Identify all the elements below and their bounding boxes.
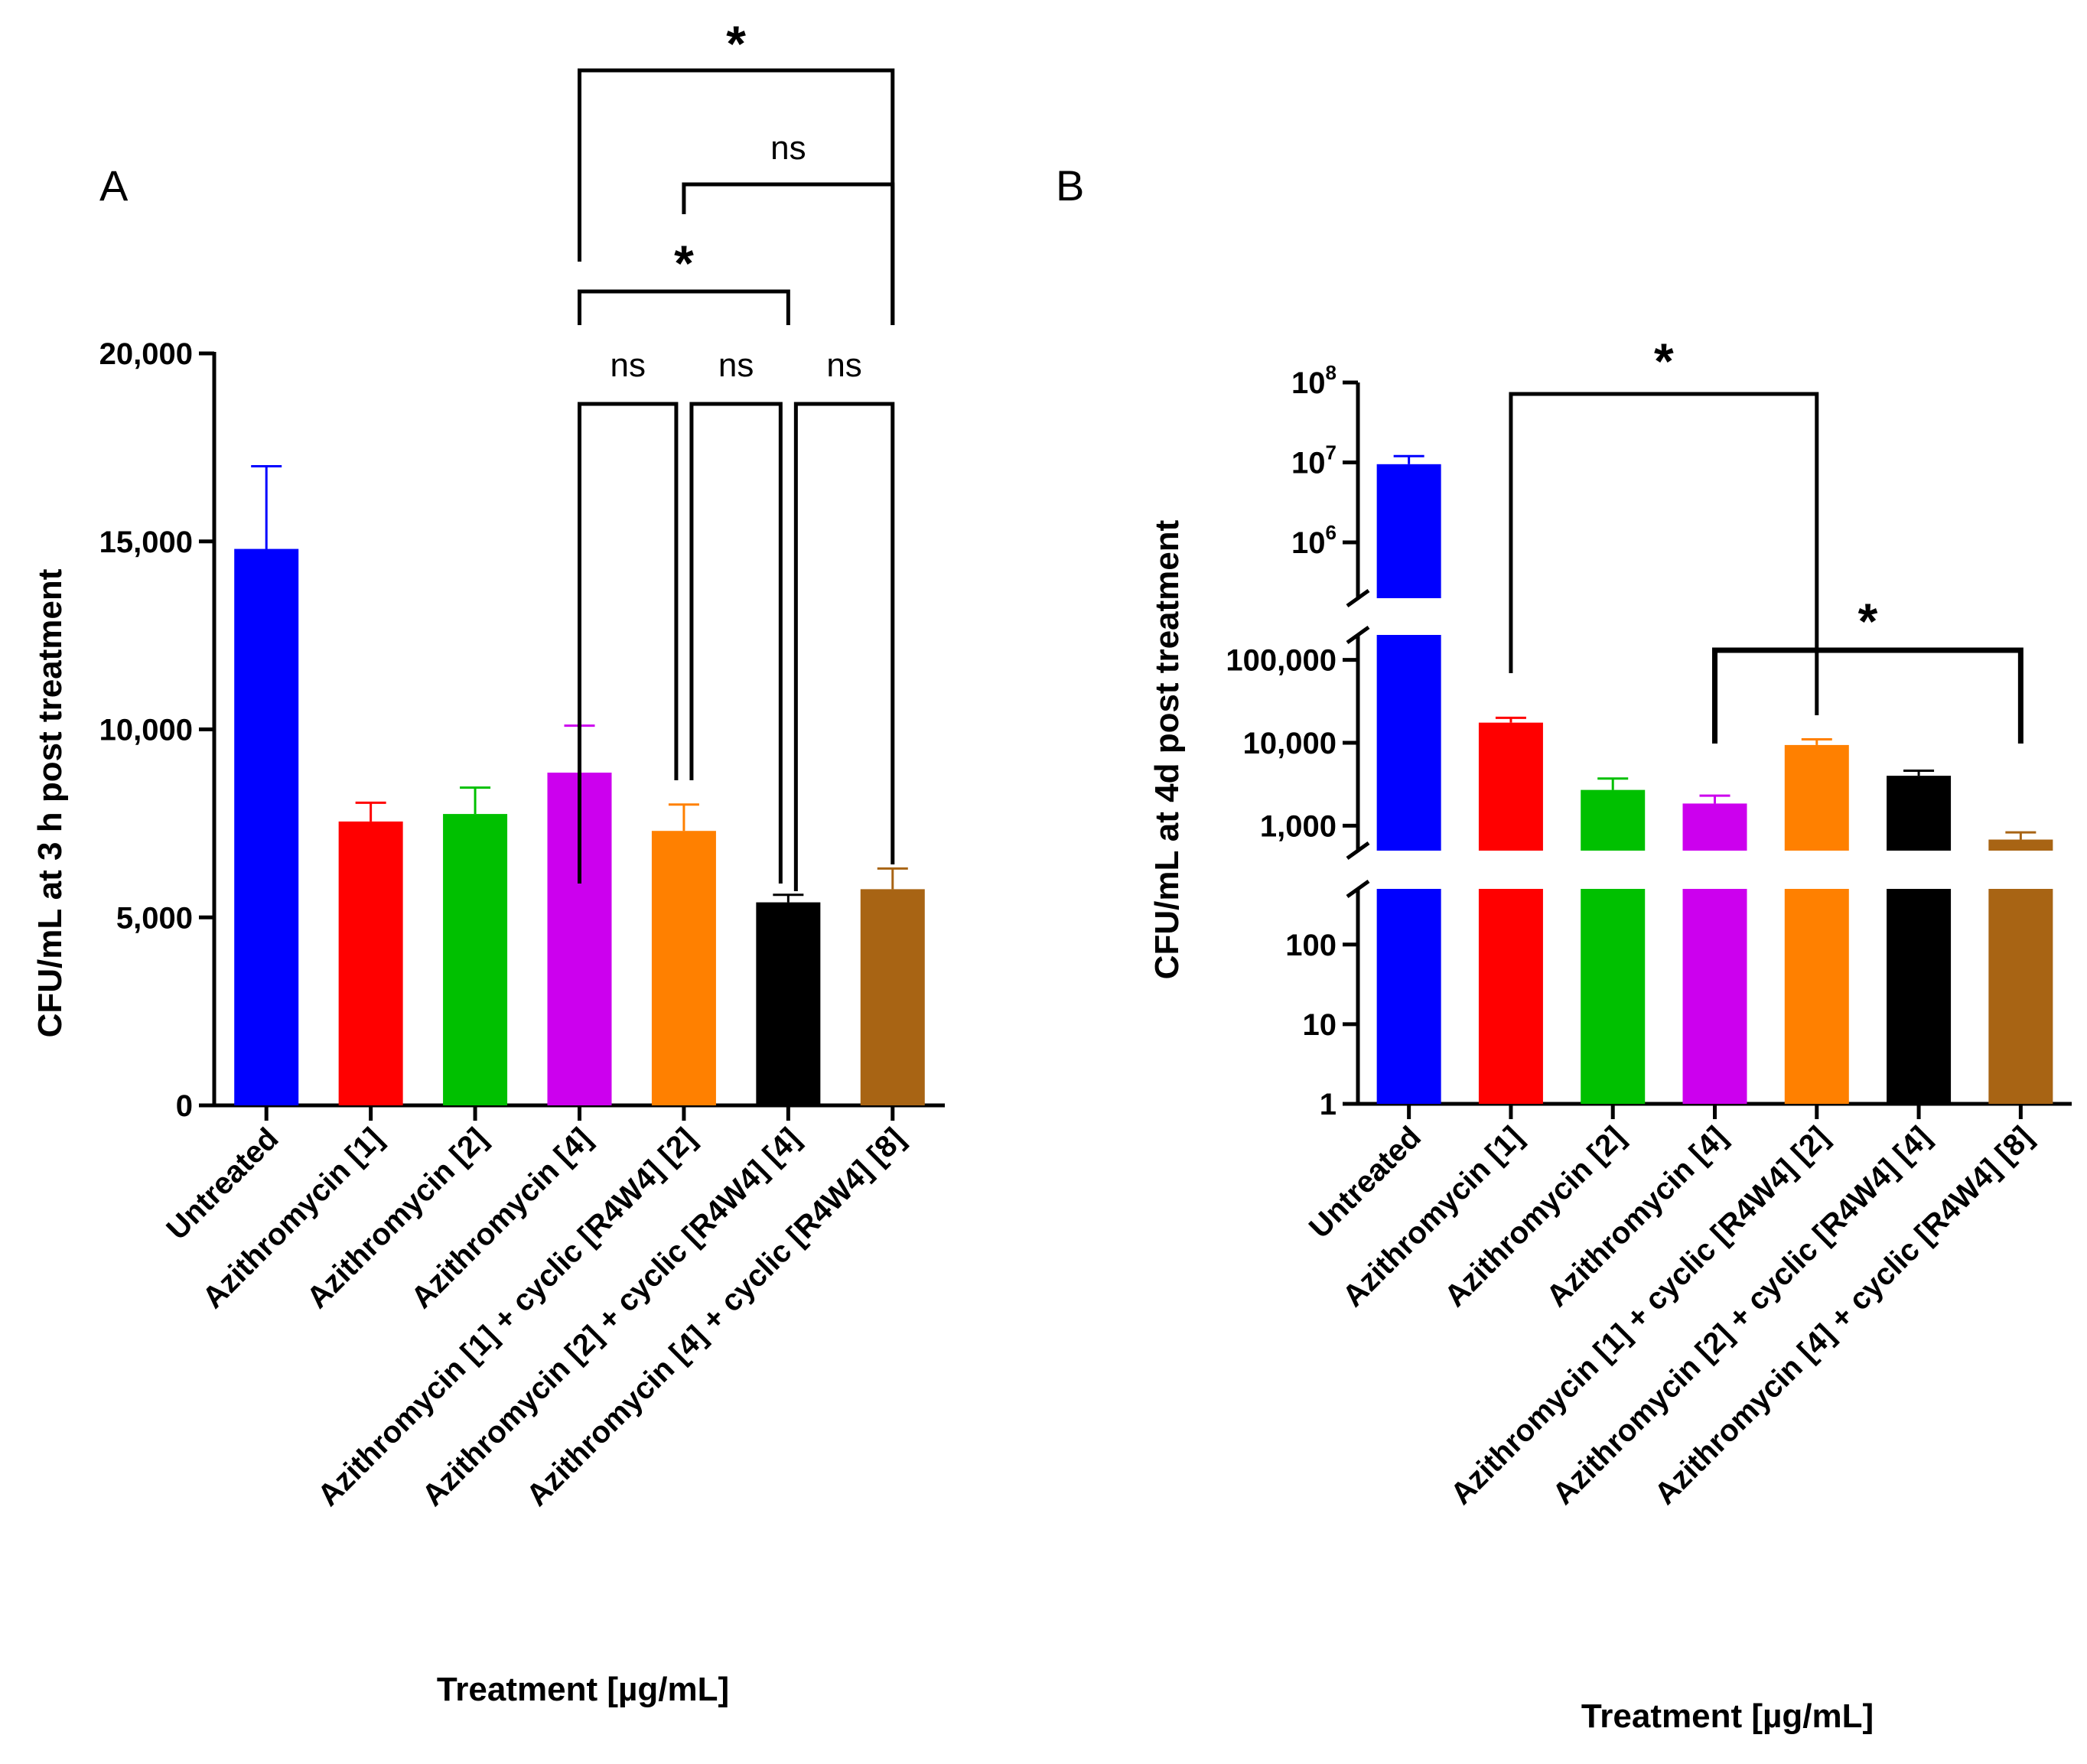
y-axis-title: CFU/mL at 3 h post treatment — [31, 568, 69, 1037]
x-axis-title: Treatment [µg/mL] — [437, 1671, 729, 1708]
axis-break-mark — [1346, 841, 1370, 861]
y-tick-label: 100 — [1285, 929, 1337, 962]
significance-label: * — [1654, 333, 1674, 389]
x-tick-label: Azithromycin [2] — [301, 1121, 494, 1315]
bar — [1478, 722, 1543, 851]
significance-bracket — [1509, 392, 1819, 715]
axis-break-mark — [1346, 625, 1370, 645]
significance-label: * — [1858, 593, 1878, 649]
y-tick-label: 100,000 — [1226, 644, 1337, 678]
bar — [234, 548, 299, 1105]
y-axis-title: CFU/mL at 4d post treatment — [1148, 519, 1186, 979]
y-tick-label: 10 — [1303, 1008, 1337, 1042]
y-tick-label: 108 — [1291, 361, 1337, 400]
y-tick-label: 5,000 — [116, 901, 193, 935]
significance-label: ns — [610, 347, 645, 384]
y-tick-label: 15,000 — [99, 526, 193, 559]
bar — [1478, 889, 1543, 1104]
bar — [1376, 889, 1441, 1104]
y-tick-label: 20,000 — [99, 337, 193, 371]
bar — [1581, 889, 1646, 1104]
x-tick-label: Azithromycin [2] + cyclic [R4W4] [4] — [1546, 1120, 1937, 1511]
y-tick-label: 0 — [176, 1089, 193, 1123]
significance-bracket — [793, 402, 895, 891]
bar — [1581, 789, 1646, 851]
bar — [1887, 889, 1952, 1104]
significance-label: ns — [770, 129, 806, 167]
x-tick-label: Azithromycin [2] + cyclic [R4W4] [4] — [415, 1121, 806, 1512]
bar — [651, 831, 716, 1105]
panel-b: B1101001,00010,000100,000106107108Untrea… — [1056, 161, 2072, 1735]
x-tick-label: Azithromycin [1] — [196, 1121, 389, 1315]
bar — [1682, 889, 1747, 1104]
significance-label: * — [674, 235, 694, 291]
y-tick-label: 107 — [1291, 441, 1337, 480]
significance-bracket — [578, 289, 790, 325]
y-tick-label: 1,000 — [1260, 809, 1337, 843]
axis-break-mark — [1346, 879, 1370, 899]
y-tick-label: 106 — [1291, 521, 1337, 560]
panel-letter-b: B — [1056, 161, 1084, 210]
x-tick-label: Azithromycin [1] — [1337, 1120, 1530, 1313]
bar — [1988, 889, 2053, 1104]
bar — [1784, 889, 1849, 1104]
panel-a: A05,00010,00015,00020,000UntreatedAzithr… — [31, 15, 945, 1708]
x-tick-label: Azithromycin [2] — [1438, 1120, 1632, 1313]
significance-bracket — [578, 68, 895, 325]
bar — [1784, 744, 1849, 851]
bar — [1887, 776, 1952, 851]
bar — [338, 821, 403, 1105]
x-tick-label: Azithromycin [4] + cyclic [R4W4] [8] — [520, 1121, 911, 1512]
bar — [1376, 635, 1441, 851]
significance-label: ns — [826, 347, 861, 384]
significance-bracket — [578, 402, 679, 884]
bar — [1988, 839, 2053, 851]
y-tick-label: 10,000 — [1243, 727, 1337, 760]
x-tick-label: Azithromycin [4] + cyclic [R4W4] [8] — [1648, 1120, 2039, 1511]
y-tick-label: 1 — [1320, 1088, 1337, 1121]
x-tick-label: Azithromycin [1] + cyclic [R4W4] [2] — [1444, 1120, 1835, 1511]
significance-label: * — [726, 15, 746, 72]
significance-label: ns — [718, 347, 754, 384]
x-axis-title: Treatment [µg/mL] — [1581, 1697, 1874, 1735]
x-tick-label: Azithromycin [4] — [1540, 1120, 1734, 1313]
x-tick-label: Azithromycin [1] + cyclic [R4W4] [2] — [311, 1121, 702, 1512]
significance-bracket — [1712, 647, 2024, 744]
bar — [1682, 803, 1747, 851]
x-tick-label: Azithromycin [4] — [405, 1121, 598, 1315]
axis-break-mark — [1346, 588, 1370, 608]
significance-bracket — [689, 402, 783, 884]
bar — [756, 902, 821, 1105]
bar — [1376, 464, 1441, 598]
y-tick-label: 10,000 — [99, 714, 193, 747]
bar — [443, 814, 508, 1105]
bar — [860, 889, 925, 1105]
panel-letter-a: A — [99, 161, 129, 210]
